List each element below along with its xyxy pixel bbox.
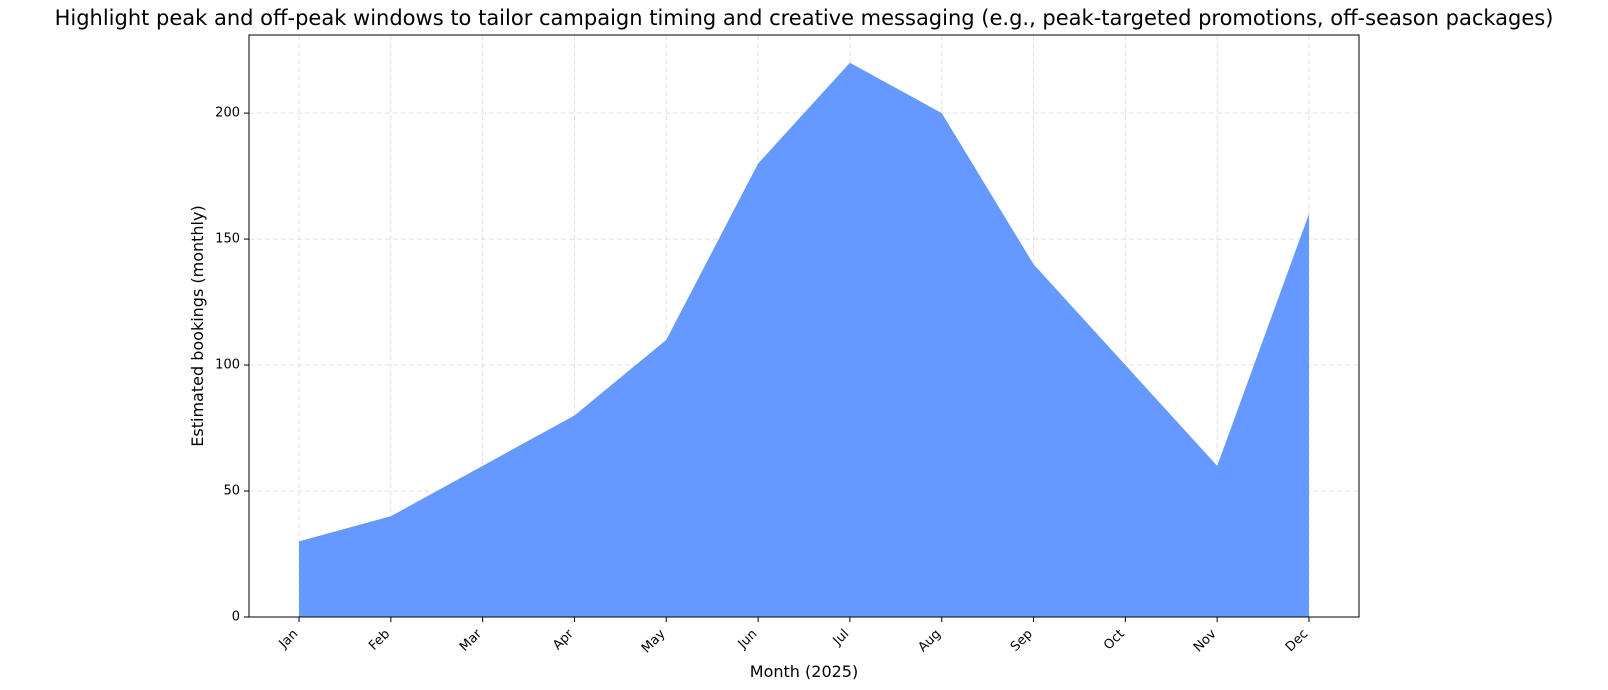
x-tick-label: Sep	[1008, 627, 1036, 655]
x-tick-label: Apr	[550, 626, 577, 653]
y-axis-label: Estimated bookings (monthly)	[188, 205, 207, 446]
x-axis-label: Month (2025)	[750, 662, 858, 681]
y-tick-label: 150	[215, 232, 240, 247]
x-tick-label: Mar	[457, 626, 485, 654]
plot-frame	[248, 34, 1360, 618]
y-tick-label: 0	[232, 610, 240, 625]
x-tick-label: Jan	[276, 627, 301, 652]
y-tick-label: 100	[215, 358, 240, 373]
x-tick-label: Jun	[735, 627, 761, 653]
x-tick-label: Oct	[1101, 627, 1128, 654]
x-tick-label: Nov	[1191, 626, 1220, 655]
y-tick-label: 200	[215, 106, 240, 121]
x-tick-label: Aug	[915, 627, 944, 656]
x-tick-label: Feb	[366, 627, 393, 654]
x-tick-label: May	[639, 626, 669, 656]
x-tick-label: Dec	[1283, 627, 1311, 655]
y-tick-label: 50	[223, 484, 240, 499]
y-axis-ticks: 0 50 100 150 200	[215, 106, 249, 625]
series-area	[299, 62, 1309, 617]
x-axis-ticks: Jan Feb Mar Apr May Jun Jul Aug Sep Oct Nov Dec	[276, 617, 1311, 656]
chart-title: Highlight peak and off-peak windows to t…	[54, 6, 1554, 30]
x-tick-label: Jul	[830, 627, 852, 649]
area-fill	[299, 62, 1309, 617]
